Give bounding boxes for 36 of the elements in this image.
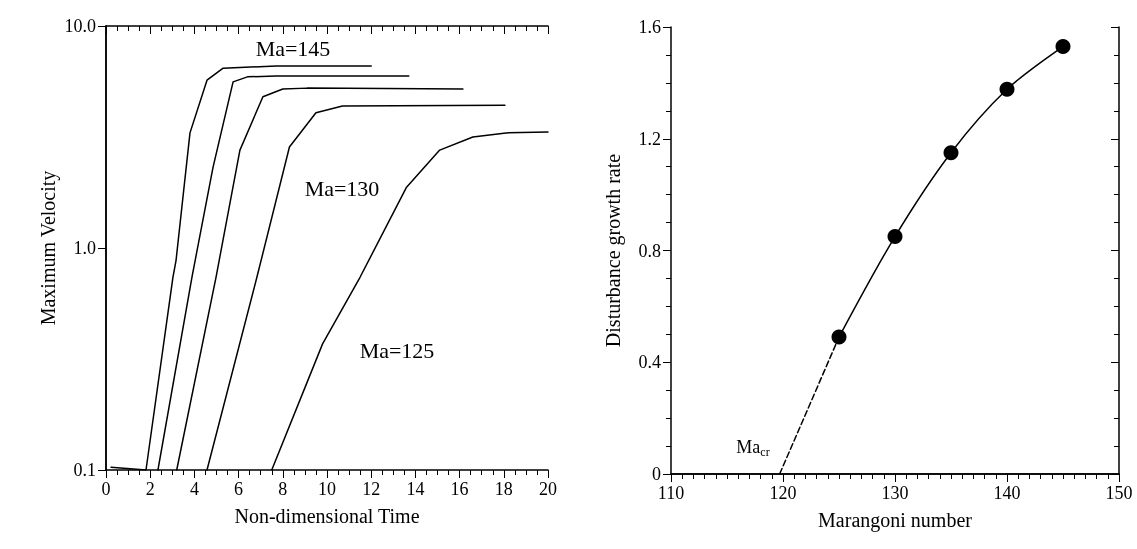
x-tick-label: 20 — [539, 479, 557, 499]
x-tick-label: 110 — [657, 483, 685, 503]
x-tick-label: 120 — [769, 483, 797, 503]
y-tick-label: 0.4 — [638, 352, 661, 373]
x-axis-title: Marangoni number — [818, 509, 973, 532]
y-tick-label: 0.8 — [638, 240, 661, 261]
y-tick-label: 1.2 — [638, 128, 661, 149]
point — [1055, 39, 1071, 55]
point — [887, 229, 903, 245]
y-tick-label: 10.0 — [64, 16, 96, 36]
x-tick-label: 2 — [145, 479, 155, 499]
x-axis-title: Non-dimensional Time — [234, 505, 420, 527]
x-tick-label: 4 — [189, 479, 199, 499]
y-tick-label: 0.1 — [73, 460, 96, 480]
y-axis-title: Disturbance growth rate — [602, 153, 625, 348]
annotation: Ma=125 — [359, 337, 435, 363]
x-tick-label: 8 — [278, 479, 288, 499]
x-tick-label: 6 — [234, 479, 244, 499]
y-axis-title: Maximum Velocity — [37, 170, 60, 326]
x-tick-label: 130 — [881, 483, 909, 503]
x-tick-label: 12 — [362, 479, 381, 499]
x-tick-label: 0 — [101, 479, 111, 499]
y-tick-label: 1.6 — [638, 17, 661, 37]
y-tick-label: 0 — [652, 464, 661, 484]
annotation: Ma=130 — [304, 175, 380, 201]
x-tick-label: 10 — [318, 479, 336, 499]
x-tick-label: 18 — [494, 479, 513, 499]
point — [999, 81, 1015, 97]
x-tick-label: 150 — [1105, 483, 1133, 503]
annotation: Ma=145 — [255, 35, 331, 61]
point — [831, 329, 847, 345]
y-tick-label: 1.0 — [73, 238, 96, 258]
x-tick-label: 14 — [406, 479, 425, 499]
x-tick-label: 140 — [993, 483, 1021, 503]
x-tick-label: 16 — [450, 479, 469, 499]
point — [943, 145, 959, 161]
